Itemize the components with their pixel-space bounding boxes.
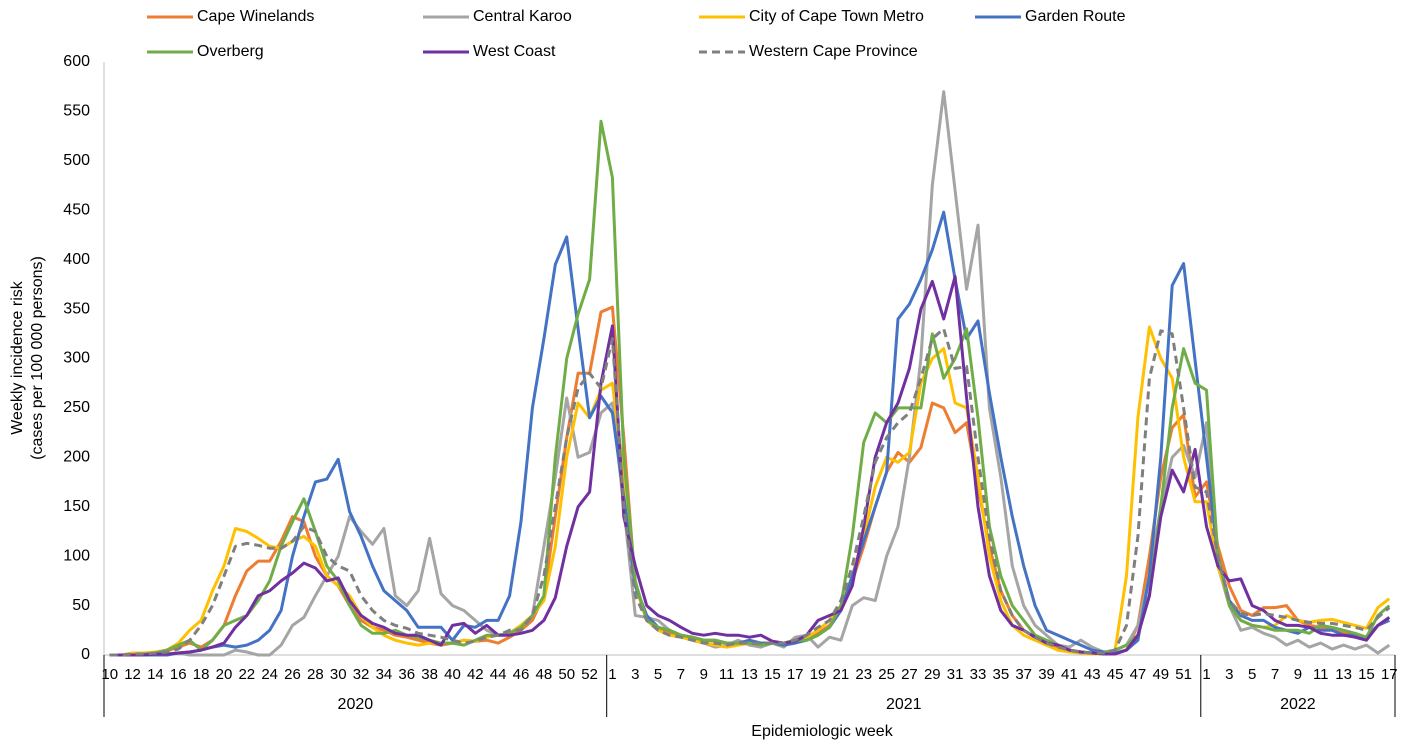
- x-tick-label: 42: [467, 666, 484, 683]
- y-tick-label: 350: [63, 300, 90, 317]
- y-tick-label: 150: [63, 498, 90, 515]
- x-tick-label: 10: [101, 666, 118, 683]
- x-tick-label: 39: [1038, 666, 1055, 683]
- legend-label: City of Cape Town Metro: [749, 8, 924, 25]
- x-tick-label: 30: [330, 666, 347, 683]
- y-tick-label: 100: [63, 547, 90, 564]
- y-tick-label: 300: [63, 350, 90, 367]
- x-tick-label: 1: [608, 666, 616, 683]
- x-tick-label: 7: [1271, 666, 1279, 683]
- x-tick-label: 5: [654, 666, 662, 683]
- x-tick-label: 20: [216, 666, 233, 683]
- series-line: [109, 119, 1391, 657]
- x-tick-label: 37: [1015, 666, 1032, 683]
- y-tick-label: 500: [63, 152, 90, 169]
- x-tick-label: 23: [855, 666, 872, 683]
- x-tick-label: 34: [376, 666, 393, 683]
- legend-label: Garden Route: [1025, 8, 1126, 25]
- y-tick-label: 400: [63, 251, 90, 268]
- x-tick-label: 17: [787, 666, 804, 683]
- x-tick-label: 32: [353, 666, 370, 683]
- x-tick-label: 47: [1130, 666, 1147, 683]
- x-tick-label: 9: [700, 666, 708, 683]
- x-tick-label: 21: [833, 666, 850, 683]
- x-tick-label: 48: [536, 666, 553, 683]
- x-tick-label: 9: [1294, 666, 1302, 683]
- x-tick-label: 25: [878, 666, 895, 683]
- x-tick-label: 11: [719, 666, 735, 683]
- legend-label: Western Cape Province: [749, 43, 918, 60]
- x-tick-label: 22: [238, 666, 255, 683]
- group-label: 2021: [886, 696, 922, 713]
- x-tick-label: 18: [193, 666, 210, 683]
- x-tick-label: 45: [1107, 666, 1124, 683]
- x-axis-title: Epidemiologic week: [751, 723, 893, 740]
- x-tick-label: 13: [741, 666, 758, 683]
- x-tick-label: 46: [513, 666, 530, 683]
- x-tick-label: 7: [677, 666, 685, 683]
- series-line: [109, 90, 1391, 657]
- x-tick-label: 11: [1313, 666, 1329, 683]
- x-tick-label: 28: [307, 666, 324, 683]
- x-tick-label: 40: [444, 666, 461, 683]
- x-tick-label: 17: [1381, 666, 1398, 683]
- x-tick-label: 52: [581, 666, 598, 683]
- x-tick-label: 29: [924, 666, 941, 683]
- x-tick-label: 50: [558, 666, 575, 683]
- y-tick-label: 0: [81, 646, 90, 663]
- x-tick-label: 15: [764, 666, 781, 683]
- y-tick-label: 450: [63, 201, 90, 218]
- x-tick-label: 33: [970, 666, 987, 683]
- series-line: [109, 305, 1390, 657]
- y-axis-title: Weekly incidence risk: [9, 280, 26, 435]
- x-tick-label: 15: [1358, 666, 1375, 683]
- x-tick-label: 24: [261, 666, 278, 683]
- x-tick-label: 5: [1248, 666, 1256, 683]
- y-axis-title: (cases per 100 000 persons): [29, 256, 46, 460]
- y-tick-label: 50: [72, 597, 90, 614]
- x-tick-label: 35: [993, 666, 1010, 683]
- y-tick-label: 200: [63, 449, 90, 466]
- x-tick-label: 36: [398, 666, 415, 683]
- x-tick-label: 51: [1175, 666, 1192, 683]
- series-line: [109, 275, 1391, 657]
- group-label: 2022: [1280, 696, 1316, 713]
- group-label: 2020: [338, 696, 374, 713]
- x-tick-label: 41: [1061, 666, 1078, 683]
- y-tick-label: 550: [63, 103, 90, 120]
- x-tick-label: 27: [901, 666, 918, 683]
- x-tick-label: 14: [147, 666, 164, 683]
- x-tick-label: 44: [490, 666, 507, 683]
- x-tick-label: 49: [1152, 666, 1169, 683]
- legend-label: West Coast: [473, 43, 556, 60]
- x-tick-label: 38: [421, 666, 438, 683]
- x-tick-label: 1: [1202, 666, 1210, 683]
- x-tick-label: 26: [284, 666, 301, 683]
- x-tick-label: 43: [1084, 666, 1101, 683]
- legend-label: Overberg: [197, 43, 264, 60]
- x-tick-label: 16: [170, 666, 187, 683]
- x-tick-label: 12: [124, 666, 141, 683]
- x-tick-label: 19: [810, 666, 827, 683]
- x-tick-label: 31: [947, 666, 964, 683]
- y-tick-label: 600: [63, 53, 90, 70]
- x-tick-label: 3: [1225, 666, 1233, 683]
- y-tick-label: 250: [63, 399, 90, 416]
- x-tick-label: 13: [1335, 666, 1352, 683]
- x-tick-label: 3: [631, 666, 639, 683]
- legend-label: Cape Winelands: [197, 8, 314, 25]
- legend-label: Central Karoo: [473, 8, 572, 25]
- series-line: [109, 327, 1391, 657]
- series-line: [109, 210, 1390, 657]
